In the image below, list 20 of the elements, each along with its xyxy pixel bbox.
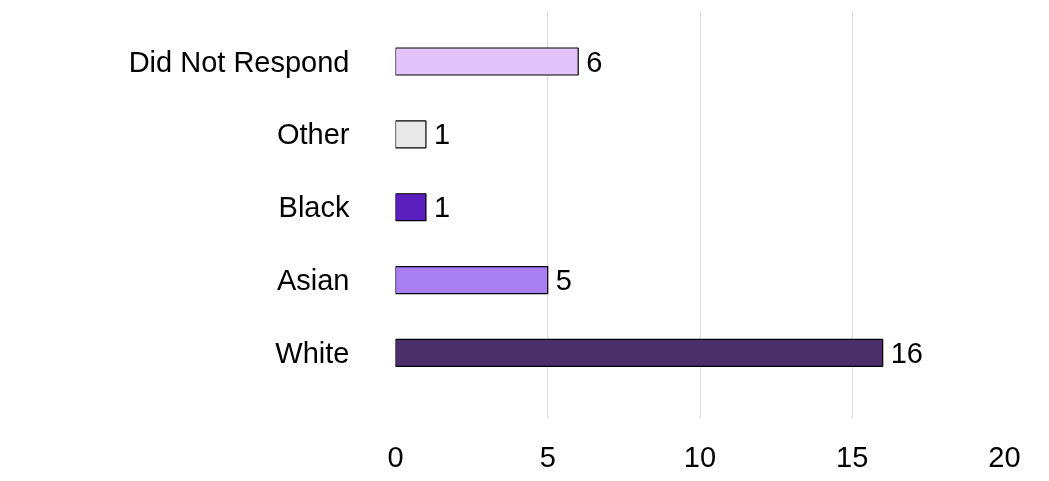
x-tick-label: 5 (539, 440, 556, 473)
bar (395, 338, 884, 368)
data-label: 1 (433, 191, 451, 224)
bar (395, 47, 579, 76)
data-label: 6 (586, 45, 603, 78)
y-tick-label: Asian (276, 264, 350, 297)
y-tick-label: Black (278, 191, 350, 224)
data-label: 16 (890, 336, 923, 369)
y-tick-label: Other (276, 118, 350, 151)
bar (395, 265, 549, 295)
x-tick-label: 15 (836, 440, 869, 473)
x-tick-label: 0 (387, 440, 404, 473)
data-label: 1 (433, 118, 451, 151)
y-tick-label: White (275, 336, 350, 369)
x-tick-label: 10 (683, 440, 717, 473)
data-label: 5 (555, 264, 572, 297)
y-tick-label: Did Not Respond (128, 45, 350, 78)
x-tick-label: 20 (988, 440, 1021, 473)
bar (395, 120, 427, 149)
bar (395, 193, 427, 222)
